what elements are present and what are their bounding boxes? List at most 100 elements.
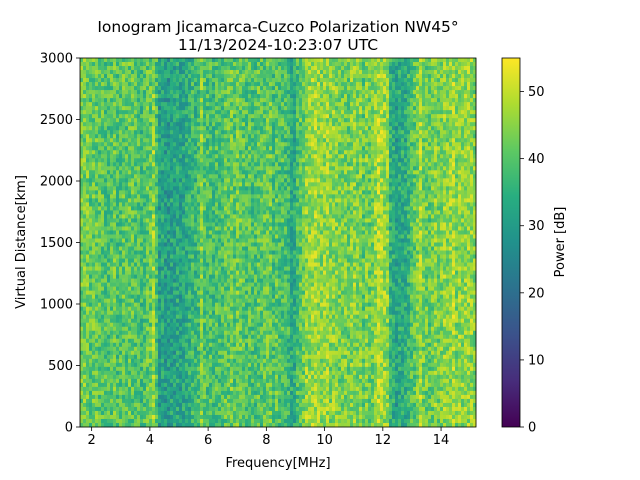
- heatmap-cell: [128, 162, 132, 167]
- heatmap-cell: [89, 162, 93, 167]
- heatmap-cell: [137, 114, 141, 119]
- heatmap-cell: [233, 314, 237, 320]
- heatmap-cell: [182, 178, 186, 183]
- heatmap-cell: [230, 218, 234, 223]
- heatmap-cell: [218, 190, 222, 195]
- heatmap-cell: [221, 150, 225, 155]
- heatmap-cell: [152, 342, 156, 348]
- heatmap-cell: [206, 354, 210, 360]
- heatmap-cell: [227, 402, 231, 408]
- heatmap-cell: [122, 118, 126, 123]
- heatmap-cell: [227, 106, 231, 111]
- heatmap-cell: [128, 210, 132, 215]
- heatmap-cell: [125, 62, 129, 67]
- heatmap-cell: [158, 342, 162, 348]
- heatmap-cell: [218, 266, 222, 271]
- heatmap-cell: [188, 122, 192, 127]
- heatmap-cell: [161, 222, 165, 227]
- heatmap-cell: [146, 234, 150, 239]
- heatmap-cell: [107, 70, 111, 75]
- heatmap-cell: [86, 118, 90, 123]
- heatmap-cell: [146, 294, 150, 299]
- heatmap-cell: [176, 410, 180, 416]
- heatmap-cell: [140, 322, 144, 328]
- heatmap-cell: [194, 122, 198, 127]
- heatmap-cell: [95, 258, 99, 263]
- heatmap-cell: [80, 110, 84, 115]
- heatmap-cell: [209, 322, 213, 328]
- heatmap-cell: [134, 238, 138, 243]
- heatmap-cell: [188, 278, 192, 283]
- heatmap-cell: [236, 86, 240, 91]
- heatmap-cell: [188, 310, 192, 316]
- heatmap-cell: [176, 178, 180, 183]
- heatmap-cell: [143, 142, 147, 147]
- heatmap-cell: [113, 70, 117, 75]
- heatmap-cell: [83, 98, 87, 103]
- heatmap-cell: [230, 314, 234, 320]
- heatmap-cell: [122, 294, 126, 299]
- heatmap-cell: [188, 150, 192, 155]
- heatmap-cell: [215, 106, 219, 111]
- heatmap-cell: [188, 154, 192, 159]
- heatmap-cell: [119, 354, 123, 360]
- heatmap-cell: [191, 362, 195, 368]
- heatmap-cell: [122, 74, 126, 79]
- heatmap-cell: [212, 390, 216, 396]
- heatmap-cell: [161, 62, 165, 67]
- heatmap-cell: [233, 274, 237, 279]
- heatmap-cell: [176, 174, 180, 179]
- heatmap-cell: [95, 262, 99, 267]
- heatmap-cell: [95, 78, 99, 83]
- heatmap-cell: [194, 382, 198, 388]
- heatmap-cell: [149, 290, 153, 295]
- heatmap-cell: [140, 198, 144, 203]
- heatmap-cell: [233, 250, 237, 255]
- heatmap-cell: [170, 394, 174, 400]
- heatmap-cell: [173, 382, 177, 388]
- heatmap-cell: [95, 394, 99, 400]
- heatmap-cell: [110, 326, 114, 332]
- heatmap-cell: [101, 146, 105, 151]
- heatmap-cell: [191, 146, 195, 151]
- heatmap-cell: [203, 222, 207, 227]
- heatmap-cell: [152, 142, 156, 147]
- heatmap-cell: [155, 86, 159, 91]
- heatmap-cell: [185, 378, 189, 384]
- heatmap-cell: [110, 118, 114, 123]
- heatmap-cell: [236, 90, 240, 95]
- heatmap-cell: [113, 346, 117, 352]
- heatmap-cell: [188, 302, 192, 308]
- heatmap-cell: [179, 102, 183, 107]
- heatmap-cell: [212, 118, 216, 123]
- heatmap-cell: [152, 322, 156, 328]
- heatmap-cell: [224, 210, 228, 215]
- heatmap-cell: [155, 118, 159, 123]
- heatmap-cell: [86, 346, 90, 352]
- heatmap-cell: [92, 138, 96, 143]
- heatmap-cell: [179, 154, 183, 159]
- heatmap-cell: [137, 386, 141, 392]
- heatmap-cell: [119, 94, 123, 99]
- heatmap-cell: [242, 138, 246, 143]
- heatmap-cell: [209, 182, 213, 187]
- heatmap-cell: [137, 266, 141, 271]
- heatmap-cell: [176, 298, 180, 304]
- heatmap-cell: [218, 406, 222, 412]
- heatmap-cell: [215, 410, 219, 416]
- heatmap-cell: [131, 382, 135, 388]
- heatmap-cell: [197, 202, 201, 207]
- heatmap-cell: [188, 222, 192, 227]
- heatmap-cell: [176, 138, 180, 143]
- heatmap-cell: [104, 398, 108, 404]
- heatmap-cell: [200, 418, 204, 424]
- heatmap-cell: [191, 186, 195, 191]
- heatmap-cell: [221, 350, 225, 356]
- heatmap-cell: [164, 414, 168, 420]
- heatmap-cell: [110, 86, 114, 91]
- heatmap-cell: [149, 350, 153, 356]
- heatmap-cell: [161, 78, 165, 83]
- heatmap-cell: [107, 190, 111, 195]
- heatmap-cell: [104, 202, 108, 207]
- heatmap-cell: [110, 234, 114, 239]
